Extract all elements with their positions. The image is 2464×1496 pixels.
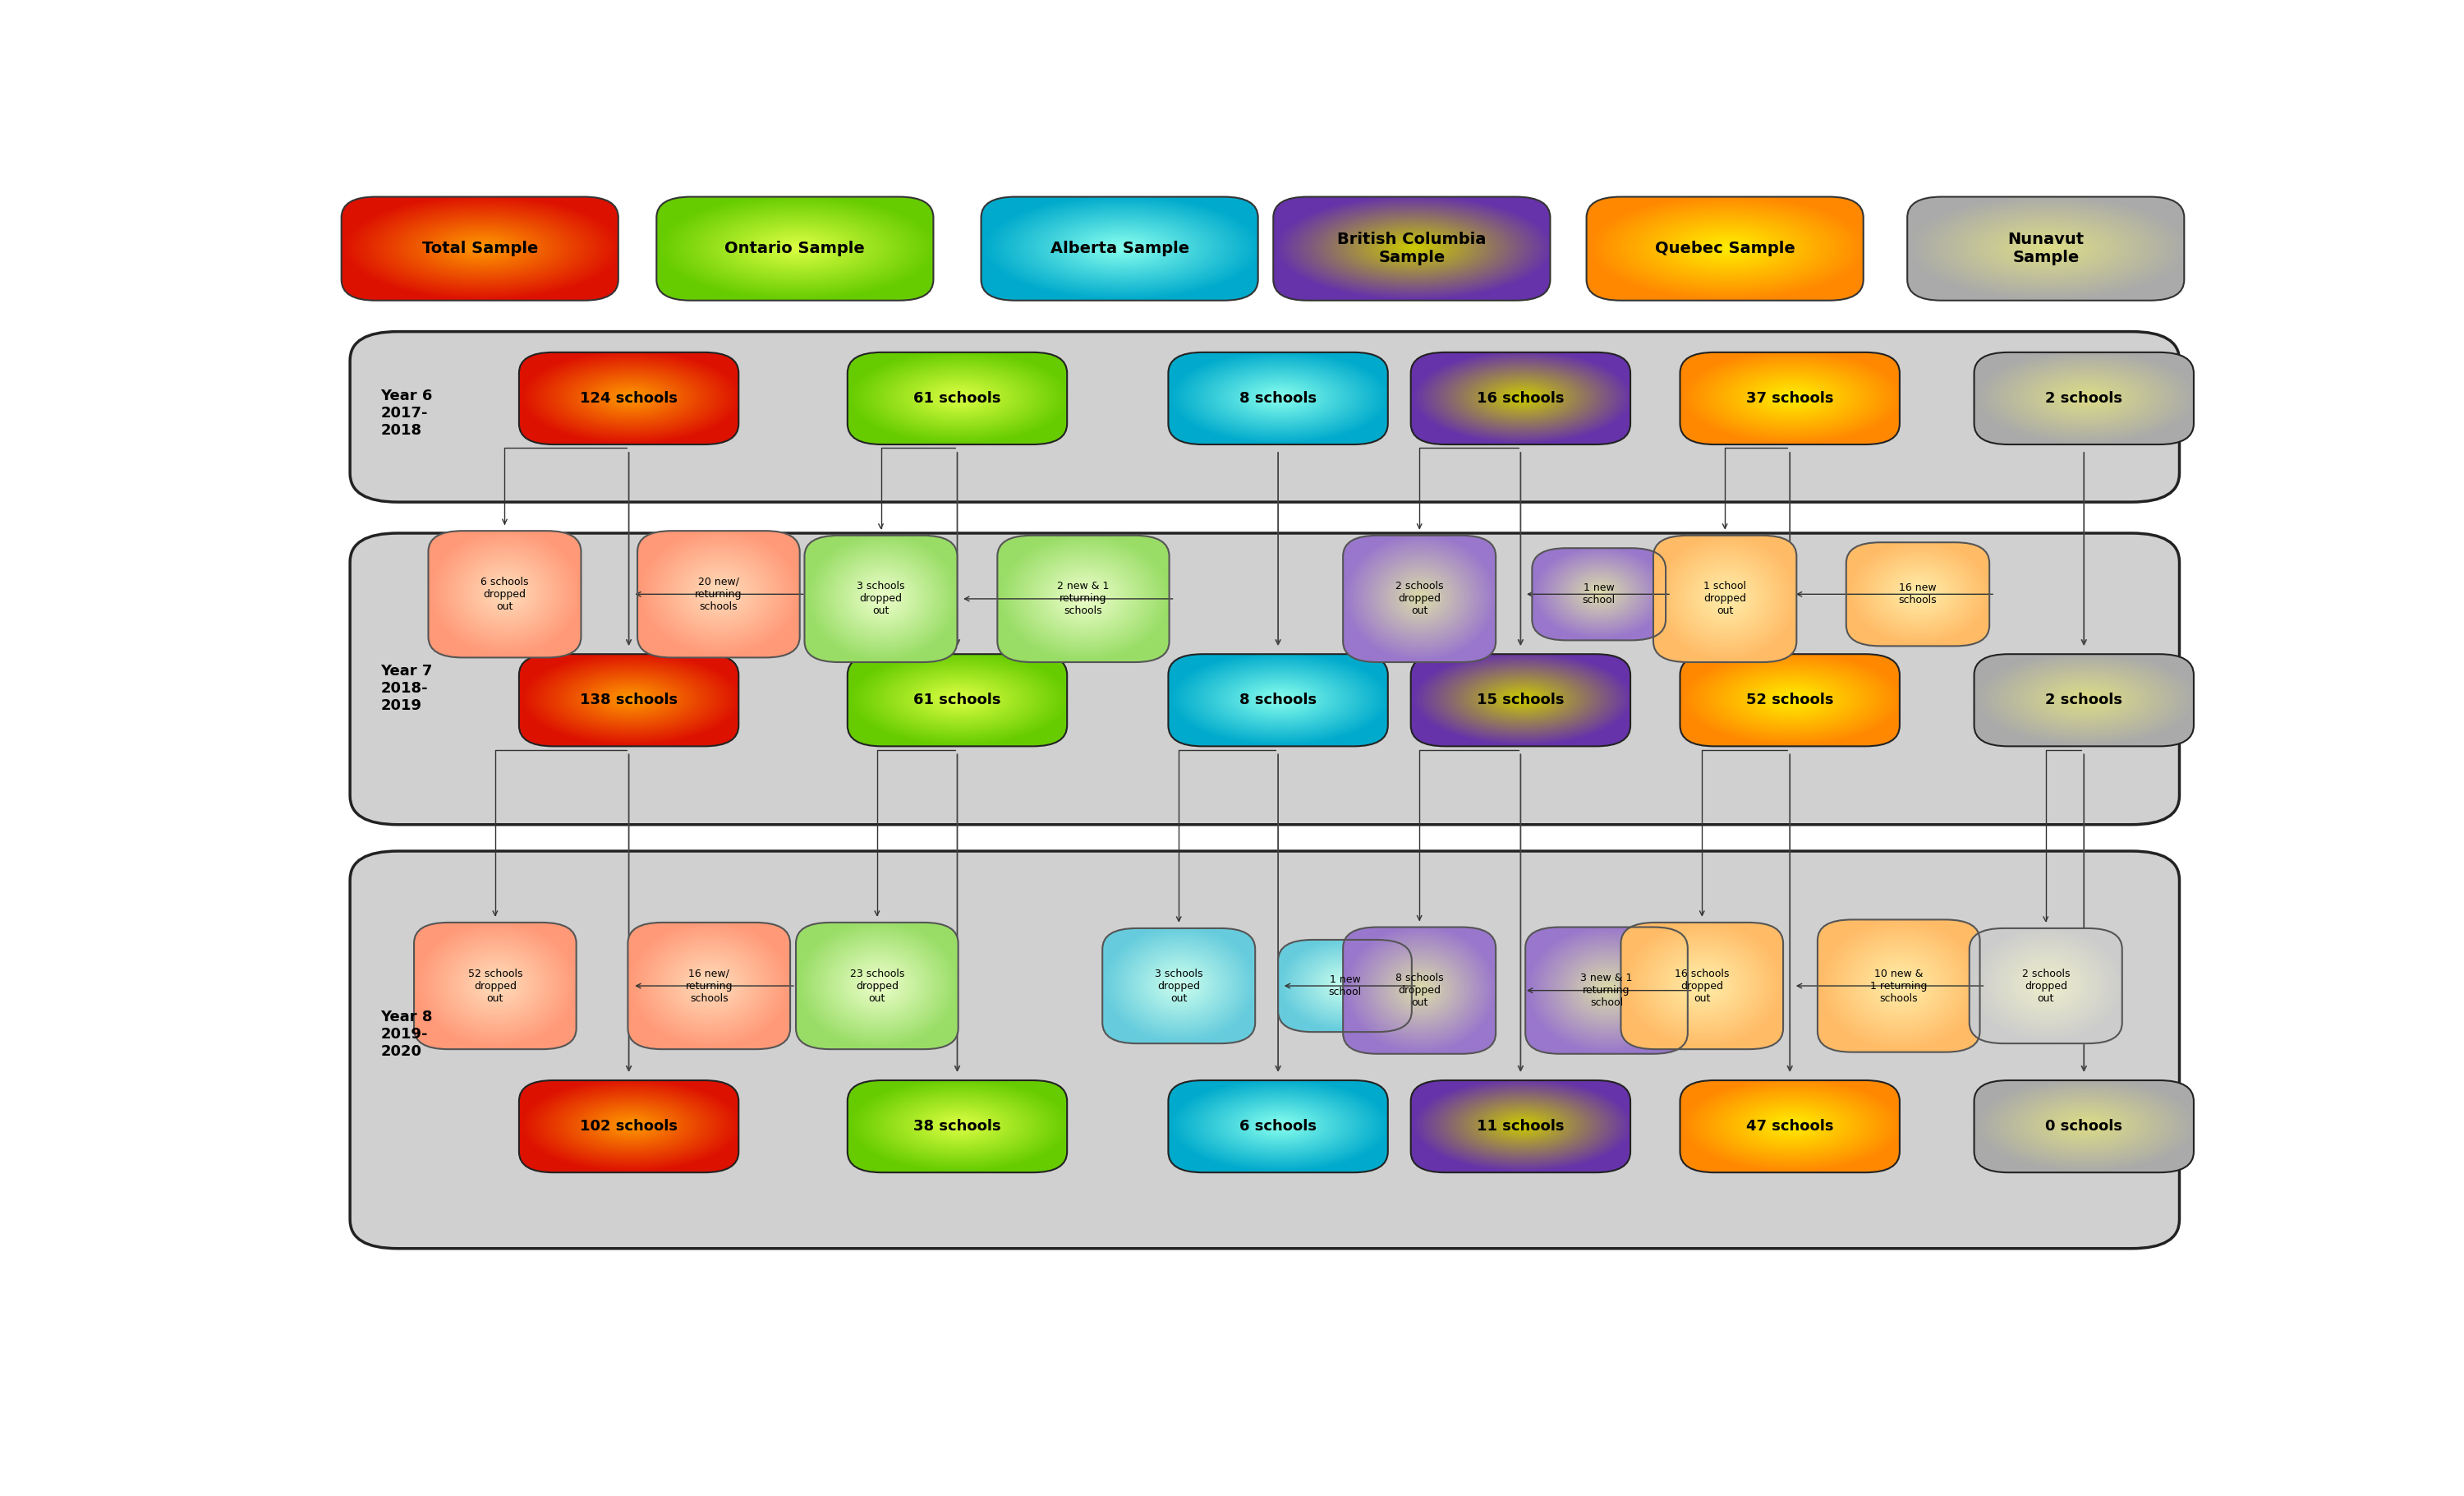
Text: 11 schools: 11 schools bbox=[1476, 1119, 1565, 1134]
Text: 1 school
dropped
out: 1 school dropped out bbox=[1703, 580, 1747, 616]
Text: 16 new/
returning
schools: 16 new/ returning schools bbox=[685, 968, 732, 1004]
Text: 52 schools
dropped
out: 52 schools dropped out bbox=[468, 968, 522, 1004]
Text: 8 schools
dropped
out: 8 schools dropped out bbox=[1395, 972, 1444, 1008]
Text: 52 schools: 52 schools bbox=[1747, 693, 1833, 708]
Text: 1 new
school: 1 new school bbox=[1582, 583, 1616, 606]
Text: Year 8
2019-
2020: Year 8 2019- 2020 bbox=[379, 1010, 434, 1059]
FancyBboxPatch shape bbox=[350, 533, 2178, 824]
Text: 8 schools: 8 schools bbox=[1239, 390, 1316, 405]
Text: 37 schools: 37 schools bbox=[1747, 390, 1833, 405]
Text: 16 new
schools: 16 new schools bbox=[1900, 583, 1937, 606]
Text: 20 new/
returning
schools: 20 new/ returning schools bbox=[695, 576, 742, 612]
Text: 2 schools: 2 schools bbox=[2045, 390, 2122, 405]
Text: Year 6
2017-
2018: Year 6 2017- 2018 bbox=[379, 389, 434, 438]
Text: 3 schools
dropped
out: 3 schools dropped out bbox=[1156, 968, 1202, 1004]
Text: 1 new
school: 1 new school bbox=[1328, 974, 1363, 998]
Text: 10 new &
1 returning
schools: 10 new & 1 returning schools bbox=[1870, 968, 1927, 1004]
Text: 138 schools: 138 schools bbox=[579, 693, 678, 708]
Text: 61 schools: 61 schools bbox=[914, 693, 1000, 708]
Text: 15 schools: 15 schools bbox=[1476, 693, 1565, 708]
Text: Ontario Sample: Ontario Sample bbox=[724, 241, 865, 256]
Text: 2 new & 1
returning
schools: 2 new & 1 returning schools bbox=[1057, 580, 1109, 616]
Text: 124 schools: 124 schools bbox=[579, 390, 678, 405]
FancyBboxPatch shape bbox=[350, 332, 2178, 503]
Text: 2 schools
dropped
out: 2 schools dropped out bbox=[2020, 968, 2070, 1004]
Text: 47 schools: 47 schools bbox=[1747, 1119, 1833, 1134]
Text: 6 schools: 6 schools bbox=[1239, 1119, 1316, 1134]
Text: British Columbia
Sample: British Columbia Sample bbox=[1338, 232, 1486, 265]
Text: Alberta Sample: Alberta Sample bbox=[1050, 241, 1190, 256]
Text: Quebec Sample: Quebec Sample bbox=[1656, 241, 1796, 256]
Text: Total Sample: Total Sample bbox=[421, 241, 537, 256]
Text: 23 schools
dropped
out: 23 schools dropped out bbox=[850, 968, 904, 1004]
Text: 2 schools
dropped
out: 2 schools dropped out bbox=[1395, 580, 1444, 616]
Text: 2 schools: 2 schools bbox=[2045, 693, 2122, 708]
Text: Nunavut
Sample: Nunavut Sample bbox=[2008, 232, 2085, 265]
Text: 38 schools: 38 schools bbox=[914, 1119, 1000, 1134]
Text: 16 schools: 16 schools bbox=[1476, 390, 1565, 405]
Text: 16 schools
dropped
out: 16 schools dropped out bbox=[1676, 968, 1730, 1004]
FancyBboxPatch shape bbox=[350, 851, 2178, 1249]
Text: 3 new & 1
returning
school: 3 new & 1 returning school bbox=[1579, 972, 1634, 1008]
Text: 6 schools
dropped
out: 6 schools dropped out bbox=[480, 576, 530, 612]
Text: 61 schools: 61 schools bbox=[914, 390, 1000, 405]
Text: 3 schools
dropped
out: 3 schools dropped out bbox=[857, 580, 904, 616]
Text: 8 schools: 8 schools bbox=[1239, 693, 1316, 708]
Text: 102 schools: 102 schools bbox=[579, 1119, 678, 1134]
Text: Year 7
2018-
2019: Year 7 2018- 2019 bbox=[379, 664, 434, 714]
Text: 0 schools: 0 schools bbox=[2045, 1119, 2122, 1134]
